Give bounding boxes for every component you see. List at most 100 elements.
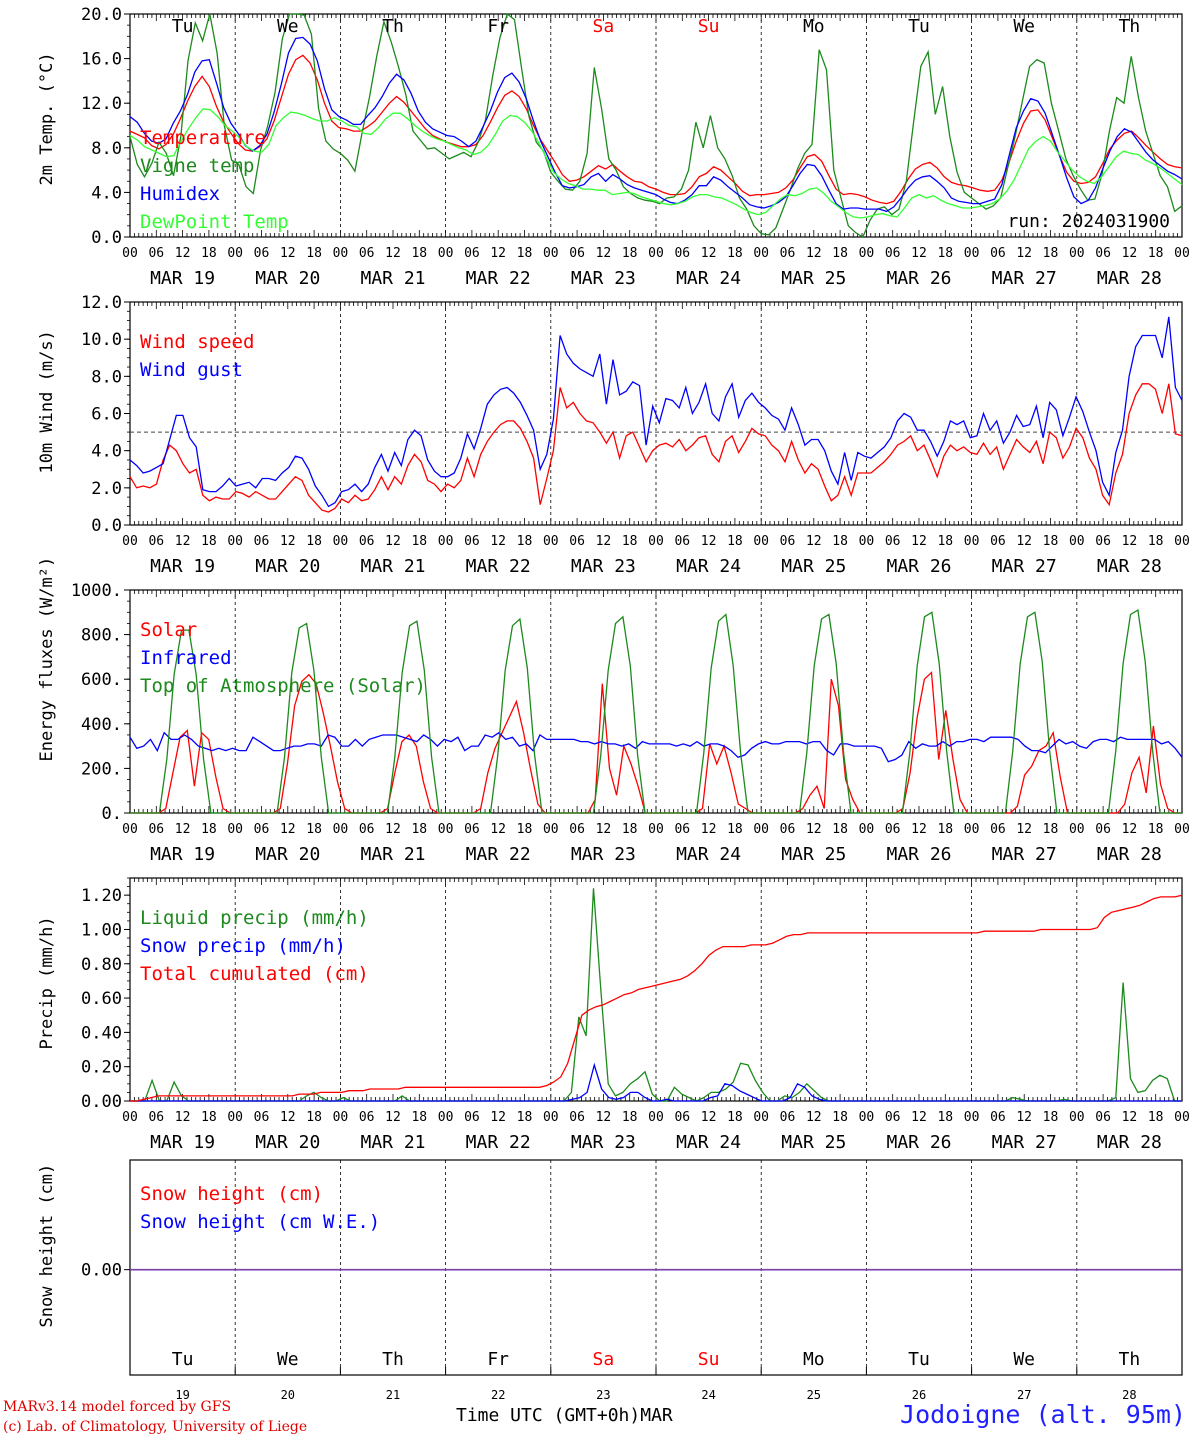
panel-3: 0. 200. 400. 600. 800. 1000. Energy fluxes (W/… xyxy=(37,557,1190,865)
hour-tick-label: 18 xyxy=(832,534,848,549)
hour-tick-label: 00 xyxy=(753,534,769,549)
hour-tick-label: 06 xyxy=(1095,246,1111,261)
hour-tick-label: 18 xyxy=(937,534,953,549)
hour-tick-label: 12 xyxy=(911,822,927,837)
hour-tick-label: 00 xyxy=(1069,534,1085,549)
date-label: MAR 20 xyxy=(255,556,320,577)
meteogram-svg: 0.0 4.0 8.0 12.0 16.0 20.0 2m Temp. (°C) 00 06 12… xyxy=(37,5,1190,1402)
date-label: MAR 23 xyxy=(571,1132,636,1153)
hour-tick-label: 06 xyxy=(885,822,901,837)
hour-tick-label: 12 xyxy=(280,822,296,837)
hour-tick-label: 18 xyxy=(832,822,848,837)
hour-tick-label: 12 xyxy=(175,1110,191,1125)
hour-tick-label: 06 xyxy=(464,246,480,261)
hour-tick-label: 00 xyxy=(753,822,769,837)
hour-tick-label: 06 xyxy=(569,1110,585,1125)
hour-tick-label: 00 xyxy=(543,822,559,837)
legend-entry: Snow height (cm W.E.) xyxy=(140,1211,380,1233)
x-axis-month: MAR xyxy=(640,1405,673,1426)
hour-tick-label: 06 xyxy=(990,534,1006,549)
hour-tick-label: 06 xyxy=(464,1110,480,1125)
hour-tick-label: 06 xyxy=(569,822,585,837)
date-label: MAR 23 xyxy=(571,268,636,289)
hour-tick-label: 18 xyxy=(1148,246,1164,261)
day-number-label: 23 xyxy=(596,1388,610,1400)
hour-tick-label: 00 xyxy=(333,246,349,261)
date-label: MAR 23 xyxy=(571,844,636,865)
hour-tick-label: 06 xyxy=(464,534,480,549)
hour-tick-label: 00 xyxy=(227,822,243,837)
legend-entry: Wind gust xyxy=(140,359,243,381)
hour-tick-label: 12 xyxy=(1122,534,1138,549)
hour-tick-label: 00 xyxy=(122,534,138,549)
day-number-label: 28 xyxy=(1122,1388,1136,1400)
hour-tick-label: 12 xyxy=(1016,246,1032,261)
hour-tick-label: 00 xyxy=(1174,1110,1190,1125)
date-label: MAR 25 xyxy=(781,268,846,289)
panel-2: 0.0 2.0 4.0 6.0 8.0 10.0 12.0 10m Wind (m/s) 00 0… xyxy=(37,293,1190,577)
hour-tick-label: 00 xyxy=(227,246,243,261)
hour-tick-label: 12 xyxy=(701,1110,717,1125)
hour-tick-label: 18 xyxy=(1043,534,1059,549)
legend-entry: Snow height (cm) xyxy=(140,1183,323,1205)
hour-tick-label: 18 xyxy=(1148,822,1164,837)
legend-entry: DewPoint Temp xyxy=(140,211,289,233)
hour-tick-label: 12 xyxy=(596,246,612,261)
series-line xyxy=(130,1062,1182,1102)
y-tick-label: 12.0 xyxy=(81,293,122,313)
date-label: MAR 19 xyxy=(150,1132,215,1153)
hour-tick-label: 06 xyxy=(148,1110,164,1125)
hour-tick-label: 06 xyxy=(780,534,796,549)
hour-tick-label: 18 xyxy=(622,822,638,837)
date-label: MAR 24 xyxy=(676,268,741,289)
hour-tick-label: 18 xyxy=(517,246,533,261)
day-number-label: 22 xyxy=(491,1388,505,1400)
hour-tick-label: 00 xyxy=(543,1110,559,1125)
weekday-label: Fr xyxy=(487,16,509,37)
hour-tick-label: 06 xyxy=(254,822,270,837)
hour-tick-label: 18 xyxy=(517,1110,533,1125)
hour-tick-label: 00 xyxy=(859,246,875,261)
hour-tick-label: 12 xyxy=(280,246,296,261)
y-tick-label: 8.0 xyxy=(91,139,122,159)
date-label: MAR 22 xyxy=(466,844,531,865)
legend-entry: Humidex xyxy=(140,183,220,205)
date-label: MAR 21 xyxy=(360,1132,425,1153)
hour-tick-label: 06 xyxy=(885,246,901,261)
hour-tick-label: 18 xyxy=(1043,822,1059,837)
y-tick-label: 0.20 xyxy=(81,1058,122,1078)
hour-tick-label: 00 xyxy=(543,246,559,261)
day-number-label: 21 xyxy=(386,1388,400,1400)
hour-tick-label: 12 xyxy=(175,534,191,549)
y-tick-label: 1.00 xyxy=(81,920,122,940)
hour-tick-label: 18 xyxy=(1148,1110,1164,1125)
hour-tick-label: 06 xyxy=(1095,534,1111,549)
hour-tick-label: 06 xyxy=(569,246,585,261)
hour-tick-label: 06 xyxy=(569,534,585,549)
y-tick-label: 200. xyxy=(81,759,122,779)
legend-entry: Vigne temp xyxy=(140,155,254,177)
hour-tick-label: 00 xyxy=(753,246,769,261)
date-label: MAR 19 xyxy=(150,556,215,577)
hour-tick-label: 12 xyxy=(701,246,717,261)
hour-tick-label: 12 xyxy=(280,1110,296,1125)
y-tick-label: 400. xyxy=(81,715,122,735)
weekday-label: Tu xyxy=(908,1349,930,1370)
hour-tick-label: 00 xyxy=(964,822,980,837)
hour-tick-label: 06 xyxy=(148,246,164,261)
hour-tick-label: 06 xyxy=(359,822,375,837)
weekday-label: Su xyxy=(698,16,720,37)
y-tick-label: 16.0 xyxy=(81,50,122,70)
hour-tick-label: 06 xyxy=(780,1110,796,1125)
y-tick-label: 4.0 xyxy=(91,442,122,462)
day-number-label: 25 xyxy=(807,1388,821,1400)
weekday-label: Tu xyxy=(908,16,930,37)
hour-tick-label: 18 xyxy=(832,246,848,261)
hour-tick-label: 00 xyxy=(964,246,980,261)
hour-tick-label: 12 xyxy=(806,1110,822,1125)
day-number-label: 19 xyxy=(175,1388,189,1400)
date-label: MAR 20 xyxy=(255,844,320,865)
date-label: MAR 28 xyxy=(1097,268,1162,289)
date-label: MAR 24 xyxy=(676,844,741,865)
